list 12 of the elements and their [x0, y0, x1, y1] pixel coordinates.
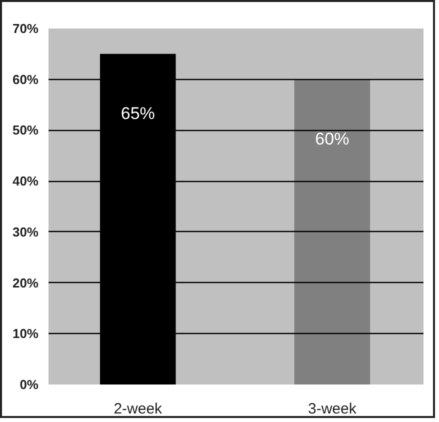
y-tick-label: 50%	[12, 122, 39, 138]
y-tick-label: 30%	[12, 224, 39, 240]
y-tick-label: 0%	[20, 377, 39, 392]
y-tick-label: 10%	[12, 326, 39, 342]
data-label: 65%	[120, 104, 155, 123]
data-label: 60%	[315, 129, 350, 148]
y-tick-label: 70%	[12, 21, 39, 36]
x-tick-label: 2-week	[114, 400, 163, 418]
y-tick-label: 20%	[12, 275, 39, 290]
x-tick-label: 3-week	[308, 400, 357, 418]
y-tick-label: 40%	[12, 174, 39, 189]
y-tick-label: 60%	[12, 72, 39, 87]
